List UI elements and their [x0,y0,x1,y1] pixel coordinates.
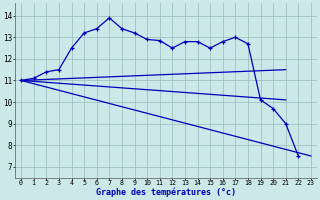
X-axis label: Graphe des températures (°c): Graphe des températures (°c) [96,188,236,197]
